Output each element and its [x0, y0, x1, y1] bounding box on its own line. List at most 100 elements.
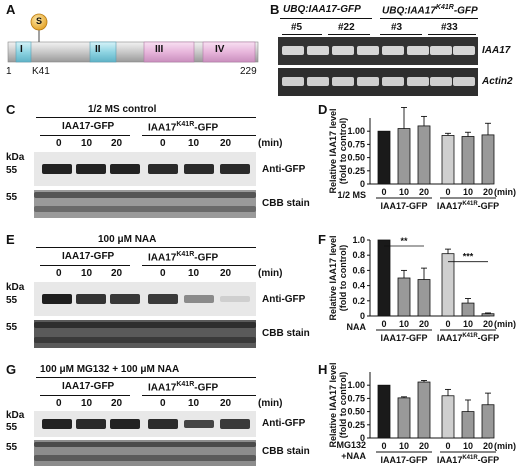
protein-domain-diagram	[6, 10, 261, 90]
chart-H-bar	[481, 404, 495, 439]
chart-H-ylabel: Relative IAA17 level	[328, 362, 338, 447]
gel-label-iaa17: IAA17	[482, 45, 511, 56]
chart-F-sig-label: **	[400, 236, 408, 246]
line-5-underline	[282, 34, 322, 35]
chart-F-x-tick-label: 0	[381, 319, 386, 329]
chart-H-x-tick-label: 20	[483, 441, 493, 451]
chart-H-y-tick-label: 1.00	[347, 380, 365, 390]
blot-c-marker2: 55	[6, 192, 18, 203]
chart-F-y-tick-label: 0.6	[352, 265, 365, 275]
blot-c-cbb	[34, 190, 256, 218]
blot-e-cbb	[34, 320, 256, 348]
domain-iv	[202, 41, 256, 63]
chart-D-y-tick-label: 1.00	[347, 126, 365, 136]
chart-D-y-tick-label: 0.75	[347, 139, 365, 149]
chart-H-condition: MG132	[336, 440, 366, 450]
blot-c-cbb-label: CBB stain	[262, 198, 310, 209]
blot-e-cbb-label: CBB stain	[262, 328, 310, 339]
chart-H-x-tick-label: 10	[399, 441, 409, 451]
blot-g-cbb-label: CBB stain	[262, 446, 310, 457]
construct-mutant-underline	[380, 18, 478, 19]
chart-D-min-label: (min)	[494, 187, 516, 197]
blot-g-marker2: 55	[6, 442, 18, 453]
panel-label-a: A	[6, 2, 16, 17]
blot-g-antigfp	[34, 411, 256, 437]
chart-F-bar	[417, 279, 431, 317]
chart-D-bar	[441, 135, 455, 185]
domain-label-iii: III	[155, 44, 164, 55]
blot-e-time: 10	[81, 268, 93, 279]
blot-e-time: 0	[56, 268, 62, 279]
line-3-underline	[380, 34, 422, 35]
chart-F-x-tick-label: 0	[445, 319, 450, 329]
chart-H-group-wt: IAA17-GFP	[380, 455, 427, 465]
residue-site: K41	[32, 66, 50, 77]
chart-H-ylabel-2: (fold to control)	[338, 372, 348, 438]
chart-D-y-tick-label: 0	[360, 179, 365, 189]
blot-c-min: (min)	[258, 138, 283, 149]
chart-D-y-tick-label: 0.50	[347, 153, 365, 163]
protein-backbone	[7, 41, 259, 63]
chart-D-group-wt: IAA17-GFP	[380, 201, 427, 211]
blot-c-mut-label: IAA17K41R-GFP	[148, 121, 219, 134]
chart-H-x-tick-label: 10	[463, 441, 473, 451]
chart-F-ylabel-2: (fold to control)	[338, 245, 348, 311]
chart-H-min-label: (min)	[494, 441, 516, 451]
chart-F-x-tick-label: 10	[399, 319, 409, 329]
chart-F-y-tick-label: 0	[360, 311, 365, 321]
blot-e-time: 10	[188, 268, 200, 279]
chart-H-y-tick-label: 0.25	[347, 420, 365, 430]
gel-label-actin2: Actin2	[482, 76, 513, 87]
blot-e-antigfp	[34, 282, 256, 316]
panel-label-c: C	[6, 102, 16, 117]
blot-c-antigfp	[34, 152, 256, 186]
panel-label-h: H	[318, 362, 328, 377]
rtpcr-gel-iaa17	[278, 37, 478, 65]
construct-wt: UBQ:IAA17-GFP	[283, 4, 361, 15]
chart-H-bar	[461, 411, 475, 439]
blot-e-wt-label: IAA17-GFP	[62, 251, 115, 262]
chart-H-group-mut: IAA17K41R-GFP	[437, 455, 499, 465]
chart-F-min-label: (min)	[494, 319, 516, 329]
chart-H-x-tick-label: 20	[419, 441, 429, 451]
construct-wt-underline	[280, 18, 372, 19]
domain-label-iv: IV	[215, 44, 225, 55]
blot-c-time: 0	[56, 138, 62, 149]
line-22-underline	[328, 34, 370, 35]
chart-F-y-tick-label: 0.8	[352, 250, 365, 260]
blot-g-kda: kDa	[6, 410, 25, 421]
chart-F-y-tick-label: 0.2	[352, 296, 365, 306]
chart-H-y-tick-label: 0.50	[347, 407, 365, 417]
rtpcr-gel-actin2	[278, 68, 478, 96]
construct-mutant: UBQ:IAA17K41R-GFP	[382, 4, 478, 17]
domain-label-i: I	[20, 44, 23, 55]
chart-F-group-mut: IAA17K41R-GFP	[437, 333, 499, 343]
blot-g-time: 20	[220, 398, 232, 409]
chart-D-group-mut: IAA17K41R-GFP	[437, 201, 499, 211]
chart-D-bar	[481, 134, 495, 185]
chart-D-y-tick-label: 0.25	[347, 166, 365, 176]
blot-c-title: 1/2 MS control	[88, 104, 157, 115]
blot-g-min: (min)	[258, 398, 283, 409]
chart-F-condition: NAA	[347, 322, 367, 332]
blot-e-antigfp-label: Anti-GFP	[262, 294, 306, 305]
domain-iii	[143, 41, 195, 63]
blot-c-time: 10	[81, 138, 93, 149]
line-22: #22	[338, 22, 355, 33]
chart-H-x-tick-label: 0	[381, 441, 386, 451]
blot-c-kda: kDa	[6, 152, 25, 163]
domain-label-ii: II	[95, 44, 101, 55]
blot-g-time: 10	[81, 398, 93, 409]
sumo-badge-label: S	[36, 16, 43, 26]
chart-H-y-tick-label: 0	[360, 433, 365, 443]
chart-H-x-tick-label: 0	[445, 441, 450, 451]
blot-g-mut-label: IAA17K41R-GFP	[148, 381, 219, 394]
chart-D-x-tick-label: 20	[419, 187, 429, 197]
chart-D-bar	[417, 125, 431, 185]
chart-H-bar	[377, 384, 391, 439]
blot-e-mut-label: IAA17K41R-GFP	[148, 251, 219, 264]
chart-H-y-tick-label: 0.75	[347, 393, 365, 403]
chart-H-bar	[417, 381, 431, 439]
chart-F-bar	[461, 302, 475, 317]
chart-D-x-tick-label: 20	[483, 187, 493, 197]
